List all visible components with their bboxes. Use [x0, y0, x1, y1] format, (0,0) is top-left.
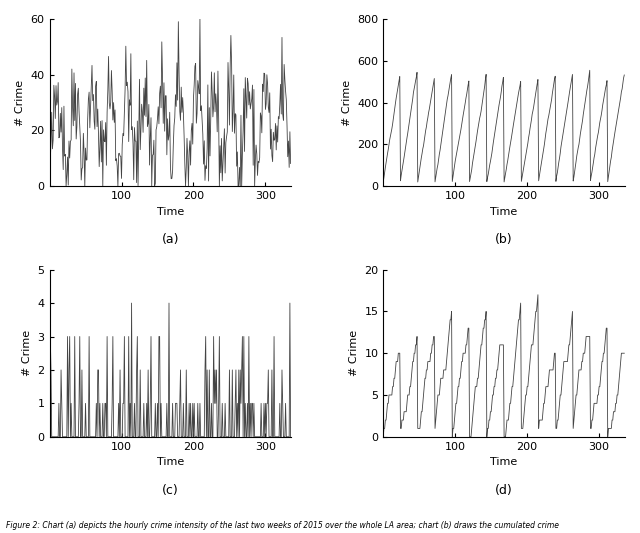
Text: (b): (b): [495, 233, 513, 246]
Text: (c): (c): [162, 483, 179, 497]
X-axis label: Time: Time: [490, 457, 518, 467]
Text: Figure 2: Chart (a) depicts the hourly crime intensity of the last two weeks of : Figure 2: Chart (a) depicts the hourly c…: [6, 521, 559, 530]
X-axis label: Time: Time: [490, 206, 518, 216]
X-axis label: Time: Time: [157, 457, 184, 467]
Y-axis label: # Crime: # Crime: [342, 79, 351, 126]
X-axis label: Time: Time: [157, 206, 184, 216]
Text: (a): (a): [162, 233, 179, 246]
Text: (d): (d): [495, 483, 513, 497]
Y-axis label: # Crime: # Crime: [349, 330, 358, 376]
Y-axis label: # Crime: # Crime: [15, 79, 25, 126]
Y-axis label: # Crime: # Crime: [22, 330, 32, 376]
